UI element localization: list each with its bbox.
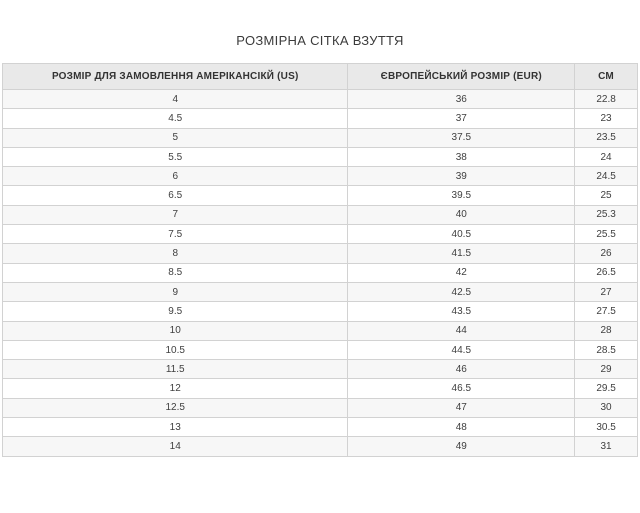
cell-cm: 27 xyxy=(574,281,638,303)
cell-us-size: 8 xyxy=(1,243,349,264)
cell-eur-size: 36 xyxy=(347,88,576,110)
cell-eur-size: 49 xyxy=(347,436,576,457)
cell-cm: 26 xyxy=(574,243,638,264)
cell-eur-size: 42 xyxy=(347,262,576,283)
cell-us-size: 7.5 xyxy=(1,224,349,245)
cell-eur-size: 43.5 xyxy=(347,301,576,322)
table-header-row: РОЗМІР ДЛЯ ЗАМОВЛЕННЯ АМЕРІКАНСІКЙ (US) … xyxy=(1,63,638,90)
cell-cm: 27.5 xyxy=(574,301,638,322)
cell-us-size: 7 xyxy=(1,204,349,226)
shoe-size-table: РОЗМІР ДЛЯ ЗАМОВЛЕННЯ АМЕРІКАНСІКЙ (US) … xyxy=(1,63,638,457)
cell-eur-size: 40.5 xyxy=(347,224,576,245)
cell-eur-size: 39 xyxy=(347,166,576,187)
cell-us-size: 4 xyxy=(1,88,349,110)
cell-cm: 23.5 xyxy=(574,127,638,148)
table-row: 8.5 42 26.5 xyxy=(1,262,638,283)
column-header-cm: СМ xyxy=(574,63,638,90)
table-row: 9.5 43.5 27.5 xyxy=(1,301,638,322)
table-row: 14 49 31 xyxy=(1,436,638,457)
table-row: 13 48 30.5 xyxy=(1,417,638,438)
cell-us-size: 12 xyxy=(1,378,349,399)
table-row: 5 37.5 23.5 xyxy=(1,127,638,148)
table-row: 12.5 47 30 xyxy=(1,397,638,419)
page-title: РОЗМІРНА СІТКА ВЗУТТЯ xyxy=(236,33,404,48)
cell-cm: 25.5 xyxy=(574,224,638,245)
cell-cm: 28 xyxy=(574,320,638,341)
cell-eur-size: 44.5 xyxy=(347,339,576,361)
cell-us-size: 5.5 xyxy=(1,146,349,168)
table-row: 9 42.5 27 xyxy=(1,281,638,303)
cell-us-size: 9 xyxy=(1,281,349,303)
cell-us-size: 10 xyxy=(1,320,349,341)
cell-cm: 23 xyxy=(574,108,638,129)
table-row: 6.5 39.5 25 xyxy=(1,185,638,206)
cell-eur-size: 42.5 xyxy=(347,281,576,303)
cell-us-size: 14 xyxy=(1,436,349,457)
table-row: 11.5 46 29 xyxy=(1,359,638,380)
cell-cm: 24.5 xyxy=(574,166,638,187)
cell-cm: 29 xyxy=(574,359,638,380)
cell-us-size: 6.5 xyxy=(1,185,349,206)
cell-eur-size: 38 xyxy=(347,146,576,168)
cell-eur-size: 48 xyxy=(347,417,576,438)
column-header-us-size: РОЗМІР ДЛЯ ЗАМОВЛЕННЯ АМЕРІКАНСІКЙ (US) xyxy=(1,63,349,90)
cell-us-size: 10.5 xyxy=(1,339,349,361)
column-header-eur-size: ЄВРОПЕЙСЬКИЙ РОЗМІР (EUR) xyxy=(347,63,576,90)
cell-us-size: 12.5 xyxy=(1,397,349,419)
cell-us-size: 9.5 xyxy=(1,301,349,322)
table-row: 10.5 44.5 28.5 xyxy=(1,339,638,361)
cell-cm: 30 xyxy=(574,397,638,419)
table-row: 12 46.5 29.5 xyxy=(1,378,638,399)
cell-cm: 25.3 xyxy=(574,204,638,226)
cell-eur-size: 40 xyxy=(347,204,576,226)
cell-cm: 31 xyxy=(574,436,638,457)
table-row: 10 44 28 xyxy=(1,320,638,341)
cell-eur-size: 37.5 xyxy=(347,127,576,148)
cell-eur-size: 41.5 xyxy=(347,243,576,264)
cell-us-size: 13 xyxy=(1,417,349,438)
table-row: 6 39 24.5 xyxy=(1,166,638,187)
cell-eur-size: 47 xyxy=(347,397,576,419)
table-row: 7 40 25.3 xyxy=(1,204,638,226)
cell-cm: 25 xyxy=(574,185,638,206)
cell-us-size: 5 xyxy=(1,127,349,148)
cell-eur-size: 39.5 xyxy=(347,185,576,206)
cell-eur-size: 46.5 xyxy=(347,378,576,399)
cell-us-size: 8.5 xyxy=(1,262,349,283)
table-row: 8 41.5 26 xyxy=(1,243,638,264)
cell-eur-size: 44 xyxy=(347,320,576,341)
table-row: 7.5 40.5 25.5 xyxy=(1,224,638,245)
table-row: 4 36 22.8 xyxy=(1,88,638,110)
cell-eur-size: 37 xyxy=(347,108,576,129)
size-table-body: 4 36 22.8 4.5 37 23 5 37.5 23.5 5.5 38 24 6 39 24.5 6.5… xyxy=(1,88,638,457)
cell-cm: 22.8 xyxy=(574,88,638,110)
cell-us-size: 6 xyxy=(1,166,349,187)
table-row: 4.5 37 23 xyxy=(1,108,638,129)
cell-eur-size: 46 xyxy=(347,359,576,380)
cell-us-size: 11.5 xyxy=(1,359,349,380)
table-row: 5.5 38 24 xyxy=(1,146,638,168)
cell-cm: 28.5 xyxy=(574,339,638,361)
cell-cm: 29.5 xyxy=(574,378,638,399)
cell-cm: 30.5 xyxy=(574,417,638,438)
cell-cm: 24 xyxy=(574,146,638,168)
cell-us-size: 4.5 xyxy=(1,108,349,129)
cell-cm: 26.5 xyxy=(574,262,638,283)
